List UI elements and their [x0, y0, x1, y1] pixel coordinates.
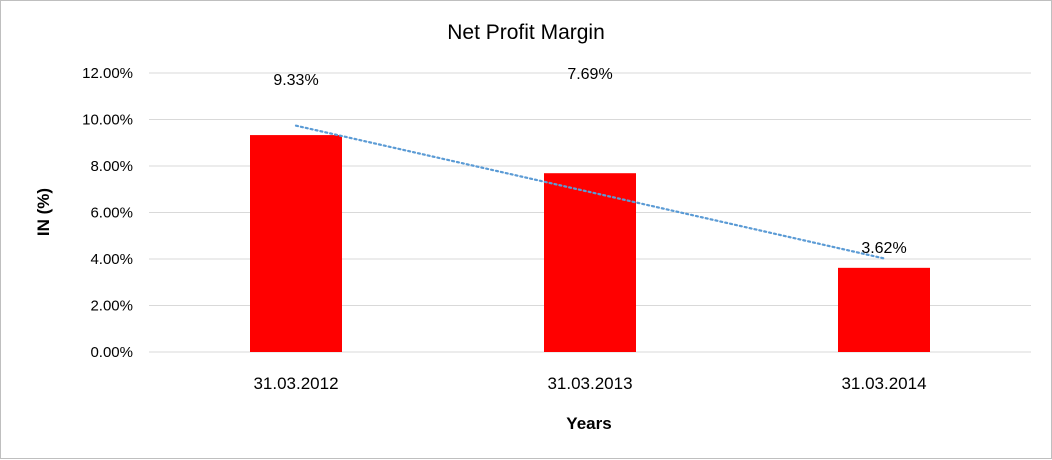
trendline-layer — [294, 124, 886, 260]
y-axis-ticks: 0.00% 2.00% 4.00% 6.00% 8.00% 10.00% 12.00% — [82, 65, 133, 361]
y-tick-label: 6.00% — [90, 205, 133, 222]
x-axis-title: Years — [566, 414, 611, 433]
bar — [250, 135, 342, 352]
y-tick-label: 10.00% — [82, 112, 133, 129]
bar — [838, 267, 930, 352]
x-category-label: 31.03.2013 — [547, 374, 632, 393]
y-tick-label: 12.00% — [82, 65, 133, 82]
chart-title: Net Profit Margin — [447, 21, 605, 44]
data-label: 3.62% — [861, 240, 906, 257]
bar — [544, 173, 636, 352]
y-tick-label: 2.00% — [90, 298, 133, 315]
data-labels: 9.33% 7.69% 3.62% — [273, 66, 906, 257]
bars — [250, 135, 930, 352]
x-category-label: 31.03.2014 — [841, 374, 926, 393]
y-axis-title: IN (%) — [34, 188, 53, 236]
y-tick-label: 0.00% — [90, 344, 133, 361]
y-tick-label: 4.00% — [90, 251, 133, 268]
trendline — [294, 124, 886, 260]
y-tick-label: 8.00% — [90, 158, 133, 175]
data-label: 7.69% — [567, 66, 612, 83]
x-category-label: 31.03.2012 — [253, 374, 338, 393]
x-axis-categories: 31.03.2012 31.03.2013 31.03.2014 — [253, 374, 926, 393]
data-label: 9.33% — [273, 72, 318, 89]
